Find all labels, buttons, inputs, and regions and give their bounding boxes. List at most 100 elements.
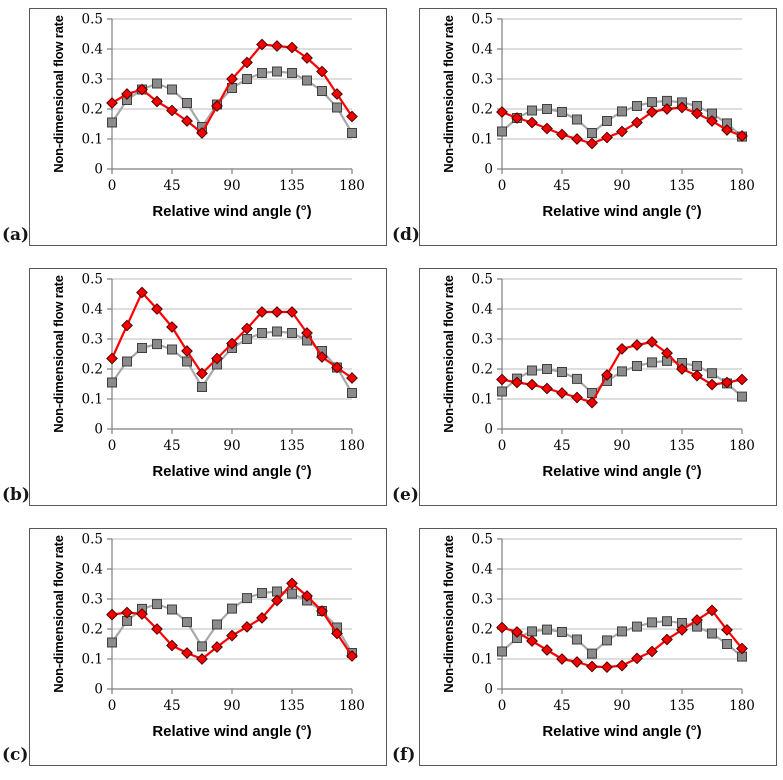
red-diamond-line bbox=[111, 582, 353, 661]
gray-square-marker bbox=[572, 114, 582, 125]
x-axis-title: Relative wind angle (°) bbox=[542, 203, 701, 220]
gray-square-marker bbox=[242, 334, 252, 344]
gray-square-marker bbox=[197, 382, 207, 392]
gray-square-marker bbox=[647, 617, 657, 628]
gray-square-marker bbox=[737, 391, 747, 402]
red-diamond-marker bbox=[151, 95, 163, 108]
y-axis-title: Non-dimensional flow rate bbox=[51, 275, 66, 433]
red-diamond-marker bbox=[541, 644, 553, 656]
red-diamond-marker bbox=[241, 56, 253, 69]
panel-label-f: (f) bbox=[392, 745, 416, 765]
panel-c: (c) 0 0.1 0.2 0.3 0.4 0.5 0 45 90 135 180 Relative … bbox=[0, 528, 390, 770]
x-tick-label: 45 bbox=[553, 438, 570, 454]
red-diamond-marker bbox=[511, 112, 523, 124]
gray-square-marker bbox=[257, 588, 267, 598]
chart-box-e: 0 0.1 0.2 0.3 0.4 0.5 0 45 90 135 180 Relative wind… bbox=[419, 268, 777, 506]
chart-plot: 0 0.1 0.2 0.3 0.4 0.5 0 45 90 135 180 Relative wind… bbox=[441, 12, 755, 221]
y-tick-label: 0.1 bbox=[472, 132, 493, 148]
gray-square-marker bbox=[557, 107, 567, 117]
red-diamond-marker bbox=[151, 303, 163, 315]
gray-square-series bbox=[497, 355, 747, 402]
gray-square-marker bbox=[497, 646, 507, 657]
red-diamond-marker bbox=[136, 608, 148, 620]
red-diamond-marker bbox=[676, 101, 688, 114]
gray-square-marker bbox=[152, 78, 162, 89]
gray-square-marker bbox=[257, 68, 267, 78]
red-diamond-marker bbox=[301, 590, 313, 602]
red-diamond-marker bbox=[631, 116, 643, 129]
axes bbox=[497, 278, 743, 434]
red-diamond-marker bbox=[106, 352, 118, 365]
gray-square-marker bbox=[617, 626, 627, 637]
chart-plot: 0 0.1 0.2 0.3 0.4 0.5 0 45 90 135 180 Relative wind… bbox=[51, 12, 365, 221]
y-tick-label: 0.1 bbox=[82, 132, 103, 148]
y-axis-title: Non-dimensional flow rate bbox=[441, 15, 456, 173]
gray-square-marker bbox=[632, 361, 642, 371]
red-diamond-marker bbox=[316, 351, 328, 363]
red-diamond-marker bbox=[121, 88, 133, 100]
gray-square-series bbox=[107, 326, 357, 398]
red-diamond-marker bbox=[286, 41, 298, 54]
tick-labels: 0 0.1 0.2 0.3 0.4 0.5 0 45 90 135 180 bbox=[472, 272, 755, 455]
y-tick-label: 0.2 bbox=[82, 102, 103, 118]
panel-d: (d) 0 0.1 0.2 0.3 0.4 0.5 0 45 90 135 180 Relative … bbox=[390, 8, 780, 250]
red-diamond-marker bbox=[556, 387, 568, 399]
panel-label-b: (b) bbox=[2, 485, 30, 505]
gray-square-marker bbox=[122, 356, 132, 367]
red-diamond-marker bbox=[601, 131, 613, 144]
red-diamond-marker bbox=[271, 594, 283, 607]
x-tick-label: 135 bbox=[669, 698, 695, 714]
y-tick-label: 0.1 bbox=[82, 392, 103, 408]
chart-plot: 0 0.1 0.2 0.3 0.4 0.5 0 45 90 135 180 Relative wind… bbox=[51, 272, 365, 481]
red-diamond-marker bbox=[616, 659, 628, 672]
gray-square-marker bbox=[707, 368, 717, 379]
gray-square-marker bbox=[527, 365, 537, 376]
red-diamond-marker bbox=[646, 336, 658, 348]
red-diamond-marker bbox=[196, 653, 208, 665]
gray-square-marker bbox=[692, 361, 702, 371]
tick-labels: 0 0.1 0.2 0.3 0.4 0.5 0 45 90 135 180 bbox=[82, 272, 365, 455]
chart-box-d: 0 0.1 0.2 0.3 0.4 0.5 0 45 90 135 180 Relative wind… bbox=[419, 8, 777, 246]
gray-square-marker bbox=[632, 101, 642, 111]
red-diamond-marker bbox=[571, 133, 583, 145]
red-diamond-marker bbox=[721, 623, 733, 636]
y-tick-label: 0.1 bbox=[82, 652, 103, 668]
gray-square-marker bbox=[632, 621, 642, 632]
x-tick-label: 180 bbox=[729, 178, 755, 194]
red-diamond-marker bbox=[166, 639, 178, 652]
red-diamond-marker bbox=[721, 124, 733, 136]
y-tick-label: 0.4 bbox=[82, 562, 103, 578]
gray-square-marker bbox=[317, 86, 327, 96]
red-diamond-marker bbox=[136, 83, 148, 96]
red-diamond-marker bbox=[331, 88, 343, 100]
red-diamond-marker bbox=[571, 391, 583, 404]
gray-square-marker bbox=[602, 635, 612, 646]
x-tick-label: 180 bbox=[339, 438, 365, 454]
x-tick-label: 45 bbox=[553, 178, 570, 194]
red-diamond-marker bbox=[256, 611, 268, 624]
gray-square-marker bbox=[182, 617, 192, 628]
gray-square-marker bbox=[257, 328, 267, 338]
y-tick-label: 0.3 bbox=[472, 72, 493, 88]
panel-a: (a) 0 0.1 0.2 0.3 0.4 0.5 0 45 90 135 180 Relative … bbox=[0, 8, 390, 250]
gray-square-marker bbox=[167, 84, 177, 95]
red-diamond-marker bbox=[661, 347, 673, 360]
gray-square-marker bbox=[662, 616, 672, 627]
red-diamond-marker bbox=[346, 372, 358, 384]
axes bbox=[497, 538, 743, 694]
y-tick-label: 0.4 bbox=[472, 302, 493, 318]
red-diamond-marker bbox=[256, 38, 268, 51]
gridlines bbox=[502, 18, 742, 140]
x-tick-label: 45 bbox=[163, 438, 180, 454]
x-tick-label: 135 bbox=[279, 178, 305, 194]
y-tick-label: 0.3 bbox=[82, 592, 103, 608]
gray-square-marker bbox=[542, 624, 552, 635]
gray-square-marker bbox=[497, 126, 507, 137]
x-tick-label: 180 bbox=[339, 698, 365, 714]
red-diamond-marker bbox=[256, 306, 268, 318]
red-diamond-marker bbox=[676, 623, 688, 636]
y-tick-label: 0.1 bbox=[472, 392, 493, 408]
chart-plot: 0 0.1 0.2 0.3 0.4 0.5 0 45 90 135 180 Relative wind… bbox=[441, 532, 755, 741]
y-tick-label: 0.5 bbox=[82, 12, 103, 28]
